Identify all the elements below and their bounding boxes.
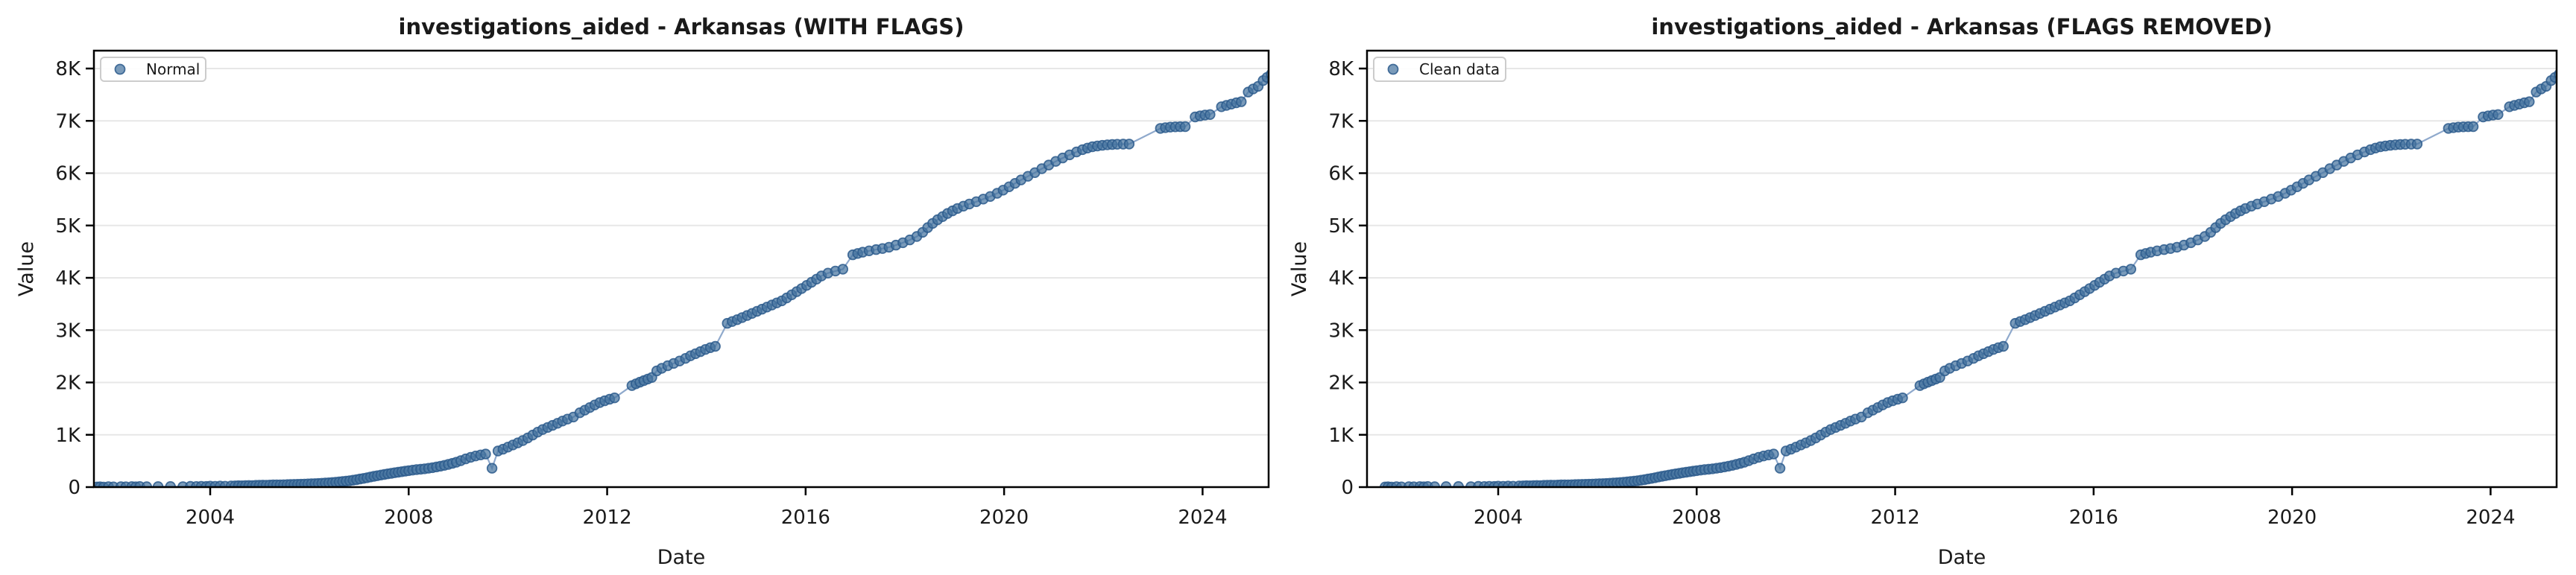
x-tick-label: 2020 bbox=[2267, 506, 2317, 529]
y-tick-label: 3K bbox=[55, 320, 81, 342]
y-tick-label: 5K bbox=[1328, 215, 1354, 238]
scatter-plot-with-flags: 2004 2008 2012 2016 2020 2024 0 1K 2K 3K 4K 5K 6K 7K 8… bbox=[0, 0, 1288, 572]
data-point bbox=[1179, 121, 1191, 133]
x-axis-ticks: 2004 2008 2012 2016 2020 2024 bbox=[1474, 487, 2515, 529]
legend-label: Clean data bbox=[1419, 60, 1500, 78]
y-tick-label: 1K bbox=[1328, 425, 1354, 447]
gridlines bbox=[1367, 68, 2557, 436]
legend-box bbox=[100, 57, 206, 82]
plot-border bbox=[1366, 49, 2558, 489]
x-tick-label: 2012 bbox=[1870, 506, 1919, 529]
y-tick-label: 0 bbox=[68, 477, 80, 499]
y-tick-label: 7K bbox=[1328, 110, 1354, 133]
y-tick-label: 4K bbox=[1328, 267, 1354, 290]
legend-box bbox=[1373, 57, 1506, 82]
legend-label: Normal bbox=[146, 60, 200, 78]
legend-marker-icon bbox=[1387, 63, 1399, 75]
data-point bbox=[1236, 96, 1247, 107]
data-point bbox=[1768, 448, 1779, 460]
chart-flags-removed: 2004 2008 2012 2016 2020 2024 0 1K 2K 3K 4K 5K 6K 7K 8… bbox=[1288, 0, 2576, 572]
y-tick-label: 5K bbox=[55, 215, 81, 238]
chart-with-flags: 2004 2008 2012 2016 2020 2024 0 1K 2K 3K 4K 5K 6K 7K 8… bbox=[0, 0, 1288, 572]
y-tick-label: 6K bbox=[1328, 163, 1354, 185]
x-tick-label: 2020 bbox=[979, 506, 1029, 529]
y-tick-label: 7K bbox=[55, 110, 81, 133]
data-point bbox=[2493, 109, 2504, 121]
data-series bbox=[94, 69, 1269, 487]
data-series bbox=[1380, 69, 2557, 487]
y-axis-label: Value bbox=[15, 241, 38, 296]
x-tick-label: 2008 bbox=[1672, 506, 1721, 529]
x-tick-label: 2012 bbox=[582, 506, 631, 529]
y-axis-ticks: 0 1K 2K 3K 4K 5K 6K 7K 8K bbox=[55, 58, 94, 499]
x-tick-label: 2016 bbox=[2069, 506, 2118, 529]
legend-marker-icon bbox=[114, 63, 126, 75]
x-tick-label: 2004 bbox=[186, 506, 235, 529]
data-point bbox=[1205, 109, 1216, 121]
chart-title: investigations_aided - Arkansas (FLAGS R… bbox=[1651, 14, 2272, 39]
y-tick-label: 2K bbox=[55, 372, 81, 395]
y-tick-label: 3K bbox=[1328, 320, 1354, 342]
data-point bbox=[710, 340, 721, 352]
y-tick-label: 1K bbox=[55, 425, 81, 447]
x-tick-label: 2004 bbox=[1474, 506, 1523, 529]
legend: Normal bbox=[100, 57, 206, 82]
y-tick-label: 4K bbox=[55, 267, 81, 290]
y-axis-ticks: 0 1K 2K 3K 4K 5K 6K 7K 8K bbox=[1328, 58, 1367, 499]
data-point bbox=[2411, 139, 2423, 150]
data-point bbox=[837, 264, 849, 275]
figure-background bbox=[0, 0, 1288, 572]
y-tick-label: 6K bbox=[55, 163, 81, 185]
x-tick-label: 2016 bbox=[781, 506, 830, 529]
x-axis-label: Date bbox=[657, 546, 706, 569]
figure-background bbox=[1288, 0, 2576, 572]
data-point bbox=[2467, 121, 2479, 133]
data-point bbox=[1897, 393, 1908, 404]
x-tick-label: 2008 bbox=[384, 506, 433, 529]
data-point bbox=[1998, 340, 2009, 352]
x-tick-label: 2024 bbox=[2466, 506, 2515, 529]
legend: Clean data bbox=[1373, 57, 1506, 82]
data-point bbox=[2524, 96, 2535, 107]
y-tick-label: 8K bbox=[1328, 58, 1354, 80]
data-point bbox=[2125, 264, 2137, 275]
data-point bbox=[486, 463, 498, 474]
plot-border bbox=[92, 49, 1270, 489]
x-axis-ticks: 2004 2008 2012 2016 2020 2024 bbox=[186, 487, 1227, 529]
x-tick-label: 2024 bbox=[1178, 506, 1227, 529]
data-point bbox=[1123, 139, 1135, 150]
y-tick-label: 0 bbox=[1341, 477, 1354, 499]
data-point bbox=[1774, 463, 1786, 474]
chart-title: investigations_aided - Arkansas (WITH FL… bbox=[399, 14, 965, 39]
gridlines bbox=[94, 68, 1269, 436]
scatter-plot-flags-removed: 2004 2008 2012 2016 2020 2024 0 1K 2K 3K 4K 5K 6K 7K 8… bbox=[1288, 0, 2576, 572]
y-tick-label: 8K bbox=[55, 58, 81, 80]
y-axis-label: Value bbox=[1288, 241, 1311, 296]
data-point bbox=[480, 448, 491, 460]
x-axis-label: Date bbox=[1938, 546, 1986, 569]
data-point bbox=[609, 393, 620, 404]
y-tick-label: 2K bbox=[1328, 372, 1354, 395]
